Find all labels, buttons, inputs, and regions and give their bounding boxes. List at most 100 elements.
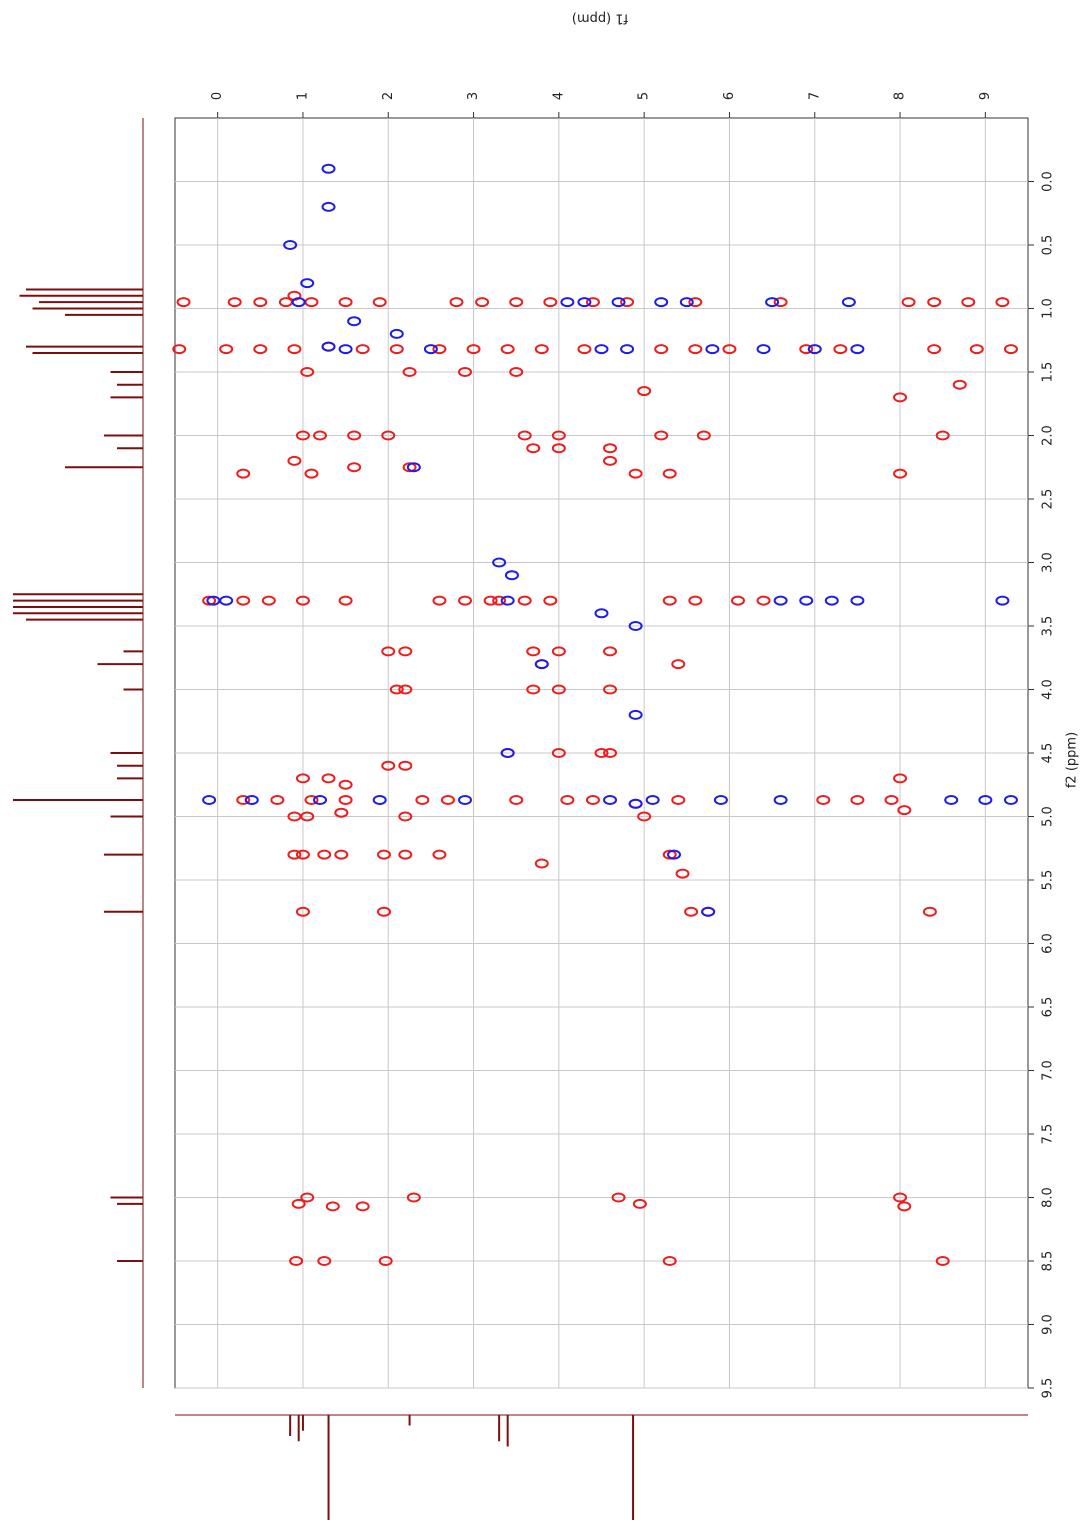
cross-peak: [236, 595, 251, 606]
cross-peak: [509, 794, 524, 805]
cross-peak: [172, 344, 187, 355]
cross-peak: [398, 811, 413, 822]
cross-peak: [253, 344, 268, 355]
cross-peak: [701, 906, 716, 917]
cross-peak: [432, 344, 447, 355]
y-tick-label: 9.0: [1041, 1314, 1056, 1335]
cross-peak: [500, 748, 515, 758]
cross-peak: [423, 344, 438, 355]
cross-peak: [291, 1198, 306, 1209]
cross-peak: [551, 646, 566, 657]
cross-peak: [603, 684, 618, 695]
cross-peak: [620, 297, 635, 308]
cross-peak: [300, 811, 315, 822]
cross-peak: [551, 748, 566, 758]
y-tick-label: 4.5: [1041, 743, 1056, 764]
cross-peak: [440, 794, 455, 805]
x-tick-label: 6: [722, 92, 737, 100]
y-tick-label: 0.5: [1041, 235, 1056, 256]
cross-peak: [381, 646, 396, 657]
y-tick-label: 6.5: [1041, 997, 1056, 1018]
cross-peak: [317, 849, 332, 860]
cross-peak: [253, 297, 268, 308]
y-tick-label: 1.5: [1041, 362, 1056, 383]
x-tick-label: 8: [893, 92, 908, 100]
cross-peak: [236, 794, 251, 805]
cross-peak: [893, 468, 908, 479]
y-tick-label: 6.0: [1041, 933, 1056, 954]
cross-peak: [458, 794, 473, 805]
x-axis-title: f1 (ppm): [572, 11, 628, 26]
cross-peak: [458, 595, 473, 606]
cross-peak: [935, 1256, 950, 1266]
cross-peak: [671, 659, 686, 670]
x-tick-label: 0: [210, 92, 225, 100]
cross-peak: [884, 794, 899, 805]
cross-peak: [773, 595, 788, 606]
cross-peak: [295, 906, 310, 917]
cross-peak: [893, 773, 908, 784]
y-tick-label: 7.0: [1041, 1060, 1056, 1081]
cross-peak: [799, 344, 814, 355]
cross-peak: [603, 748, 618, 758]
cross-peak: [378, 1256, 393, 1266]
cross-peak: [321, 163, 336, 174]
cross-peak: [287, 455, 302, 466]
cross-peak: [261, 595, 276, 606]
cross-peak: [765, 297, 780, 308]
cross-peak: [577, 297, 592, 308]
cross-peak: [458, 367, 473, 377]
cross-peak: [534, 858, 549, 869]
cross-peak: [850, 595, 865, 606]
cross-peak: [432, 595, 447, 606]
cross-peak: [325, 1201, 340, 1212]
cross-peak: [637, 386, 652, 397]
cross-peak: [684, 906, 699, 917]
cross-peak: [402, 462, 417, 473]
cross-peak: [628, 709, 643, 720]
cross-peak: [1003, 344, 1018, 355]
cross-peak: [969, 344, 984, 355]
cross-peak: [526, 684, 541, 695]
y-tick-label: 1.0: [1041, 298, 1056, 319]
cross-peak: [176, 297, 191, 308]
cross-peak: [978, 794, 993, 805]
cross-peak: [816, 794, 831, 805]
cross-peak: [347, 462, 362, 473]
cross-peak: [389, 684, 404, 695]
x-tick-label: 3: [466, 92, 481, 100]
cross-peak: [347, 430, 362, 441]
cross-peak: [287, 849, 302, 860]
cross-peak: [492, 595, 507, 606]
cross-peak: [517, 430, 532, 441]
cross-peak: [628, 468, 643, 479]
cross-peak: [526, 443, 541, 454]
cross-peak: [927, 297, 942, 308]
cross-peak: [534, 344, 549, 355]
cross-peak: [534, 659, 549, 670]
cross-peak: [654, 297, 669, 308]
cross-peak: [628, 621, 643, 631]
cross-peak: [287, 344, 302, 355]
cross-peak: [560, 794, 575, 805]
cross-peak: [219, 344, 234, 355]
y-tick-label: 8.5: [1041, 1251, 1056, 1272]
cross-peak: [585, 297, 600, 308]
y-tick-label: 3.0: [1041, 552, 1056, 573]
cross-peak: [611, 297, 626, 308]
cross-peak: [289, 1256, 304, 1266]
cross-peak: [603, 455, 618, 466]
cross-peak: [376, 849, 391, 860]
cross-peak: [603, 646, 618, 657]
x-tick-label: 5: [637, 92, 652, 100]
cross-peak: [313, 794, 328, 805]
cross-peak: [334, 849, 349, 860]
cross-peak: [952, 379, 967, 390]
y-tick-label: 9.5: [1041, 1378, 1056, 1399]
y-tick-label: 5.0: [1041, 806, 1056, 827]
cross-peak: [807, 344, 822, 355]
cross-peak: [304, 468, 319, 479]
cross-peak: [398, 760, 413, 771]
cross-peak: [295, 773, 310, 784]
cross-peak: [620, 344, 635, 355]
